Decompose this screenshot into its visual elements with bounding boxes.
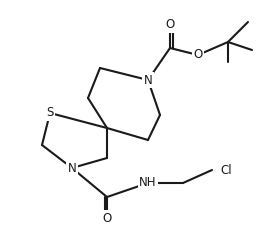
Text: S: S [46,107,54,120]
Text: N: N [144,74,152,87]
Text: O: O [165,18,175,31]
Text: N: N [68,162,77,174]
Text: O: O [193,48,203,62]
Text: NH: NH [139,176,157,189]
Text: O: O [102,212,112,225]
Text: Cl: Cl [220,164,232,176]
